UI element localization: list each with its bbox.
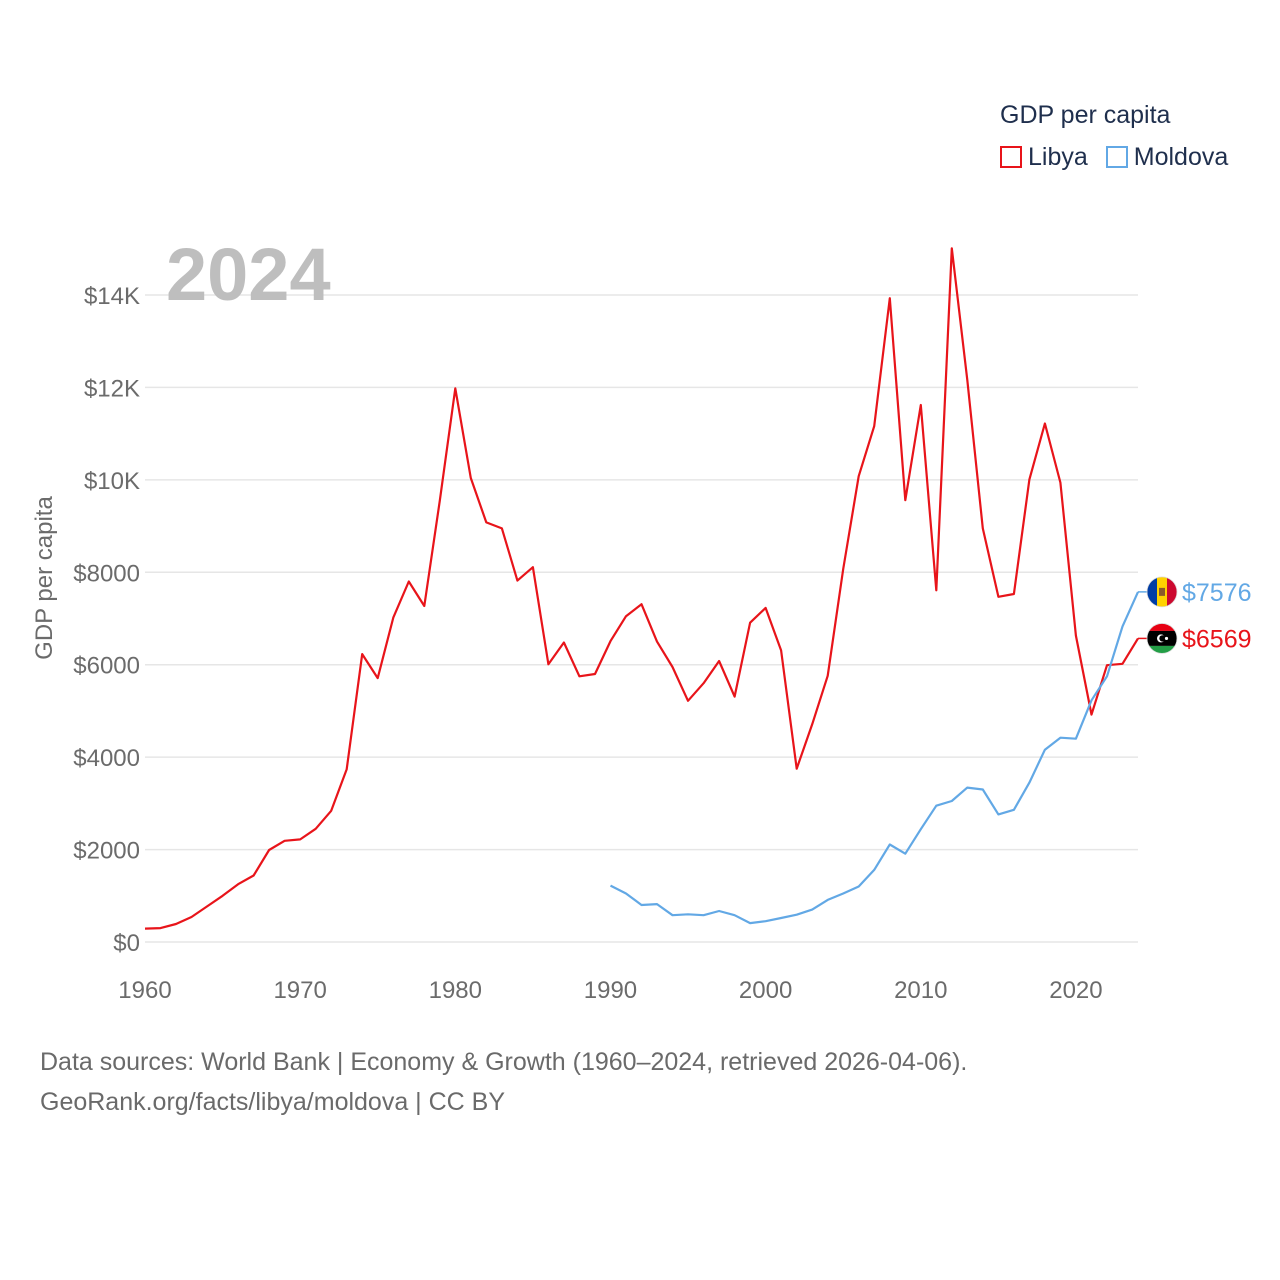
x-axis-ticks: 1960 1970 1980 1990 2000 2010 2020: [118, 977, 1102, 1004]
x-tick-label: 1960: [118, 977, 171, 1004]
x-tick-label: 1980: [429, 977, 482, 1004]
series-lines: [144, 247, 1140, 930]
legend-swatch-libya: [1000, 146, 1022, 168]
libya-flag-icon: [1146, 623, 1178, 654]
moldova-flag-icon: [1146, 576, 1178, 608]
x-tick-label: 2010: [894, 977, 947, 1004]
y-tick-label: $2000: [73, 838, 140, 865]
data-source-note: Data sources: World Bank | Economy & Gro…: [40, 1042, 967, 1122]
x-tick-label: 1970: [273, 977, 326, 1004]
x-tick-label: 2020: [1049, 977, 1102, 1004]
legend-items: Libya Moldova: [1000, 142, 1228, 172]
series-line-moldova: [610, 591, 1140, 925]
y-tick-label: $10K: [84, 468, 140, 495]
year-watermark: 2024: [166, 233, 331, 316]
series-line-libya: [144, 247, 1139, 930]
x-tick-label: 1990: [584, 977, 637, 1004]
y-tick-label: $4000: [73, 745, 140, 772]
end-labels: $7576 $6569: [1138, 576, 1252, 654]
y-tick-label: $0: [113, 930, 140, 957]
legend-item-libya[interactable]: Libya: [1000, 142, 1088, 172]
y-axis-title: GDP per capita: [31, 496, 58, 660]
y-tick-label: $12K: [84, 375, 140, 402]
y-tick-label: $8000: [73, 560, 140, 587]
source-line-2: GeoRank.org/facts/libya/moldova | CC BY: [40, 1088, 506, 1116]
x-tick-label: 2000: [739, 977, 792, 1004]
legend-title: GDP per capita: [1000, 101, 1171, 129]
legend-label-moldova: Moldova: [1133, 143, 1229, 171]
end-label-moldova: $7576: [1182, 579, 1252, 607]
legend-swatch-moldova: [1105, 146, 1128, 168]
legend-item-moldova[interactable]: Moldova: [1105, 142, 1229, 172]
y-tick-label: $14K: [84, 283, 140, 310]
source-line-1: Data sources: World Bank | Economy & Gro…: [40, 1048, 968, 1076]
legend: GDP per capita Libya Moldova: [1000, 100, 1228, 172]
end-label-libya: $6569: [1182, 625, 1252, 653]
legend-label-libya: Libya: [1028, 143, 1088, 171]
gridlines: [145, 294, 1138, 943]
y-axis-ticks: $0 $2000 $4000 $6000 $8000 $10K $12K $14K: [73, 283, 140, 957]
y-tick-label: $6000: [73, 653, 140, 680]
